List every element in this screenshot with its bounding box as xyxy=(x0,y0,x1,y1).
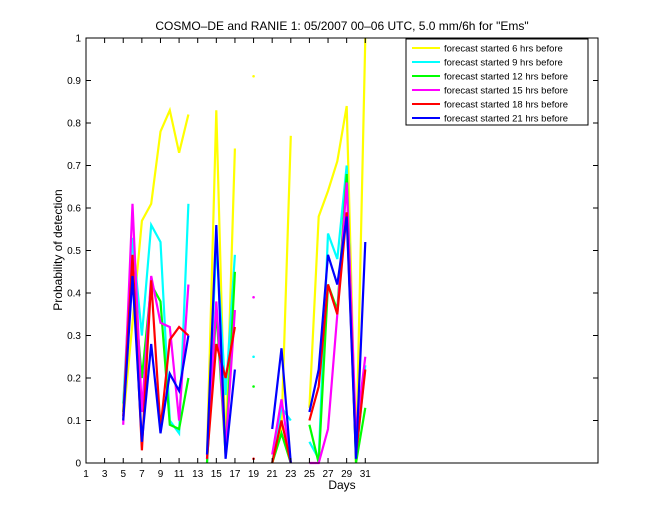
x-tick-label: 1 xyxy=(83,469,89,480)
legend-label-3: forecast started 12 hrs before xyxy=(444,72,568,83)
legend: forecast started 6 hrs before forecast st… xyxy=(405,38,589,126)
y-tick-label: 0.4 xyxy=(67,289,81,300)
series-1-point-3 xyxy=(252,74,255,78)
series-1-segment-2 xyxy=(205,110,236,455)
x-tick-label: 29 xyxy=(341,469,353,480)
x-tick-label: 21 xyxy=(267,469,279,480)
series-6 xyxy=(122,216,367,464)
series-3-point-3 xyxy=(252,385,255,388)
legend-box xyxy=(405,38,589,126)
series-4-segment-1 xyxy=(122,203,190,425)
x-tick-label: 7 xyxy=(139,469,145,480)
y-tick-label: 0.5 xyxy=(67,246,81,257)
series-6-segment-3 xyxy=(271,348,292,464)
legend-label-2: forecast started 9 hrs before xyxy=(444,58,563,69)
x-tick-label: 11 xyxy=(174,469,185,480)
x-tick-label: 23 xyxy=(285,469,297,480)
axes-layer: 00.10.20.30.40.50.60.70.80.911 3 5 7 9 11 13 15… xyxy=(67,34,598,480)
x-tick-label: 19 xyxy=(248,469,260,480)
series-4-segment-2 xyxy=(205,301,236,459)
x-tick-label: 9 xyxy=(158,469,164,480)
series-4-point-3 xyxy=(252,295,255,299)
y-axis-label: Probability of detection xyxy=(51,189,65,310)
x-tick-label: 27 xyxy=(322,469,334,480)
series-5-segment-4 xyxy=(271,420,292,464)
legend-label-6: forecast started 21 hrs before xyxy=(444,114,568,125)
x-axis-label: Days xyxy=(328,478,355,492)
legend-label-1: forecast started 6 hrs before xyxy=(444,44,563,55)
series-4-segment-4 xyxy=(271,399,292,464)
y-tick-label: 0 xyxy=(75,459,81,470)
y-tick-label: 0.7 xyxy=(67,161,81,172)
x-tick-label: 13 xyxy=(192,469,204,480)
chart-title: COSMO–DE and RANIE 1: 05/2007 00–06 UTC,… xyxy=(155,19,528,33)
x-tick-label: 17 xyxy=(229,469,241,480)
legend-label-4: forecast started 15 hrs before xyxy=(444,86,568,97)
y-tick-label: 0.1 xyxy=(67,416,81,427)
legend-label-5: forecast started 18 hrs before xyxy=(444,100,568,111)
y-tick-label: 1 xyxy=(75,34,81,45)
series-6-segment-4 xyxy=(308,216,367,459)
y-tick-label: 0.6 xyxy=(67,204,81,215)
y-tick-label: 0.2 xyxy=(67,374,81,385)
series-6-segment-1 xyxy=(122,275,190,442)
y-tick-label: 0.3 xyxy=(67,331,81,342)
x-tick-label: 3 xyxy=(102,469,108,480)
series-6-segment-2 xyxy=(205,224,236,459)
series-layer xyxy=(122,37,367,465)
y-tick-label: 0.9 xyxy=(67,76,81,87)
x-tick-label: 31 xyxy=(360,469,372,480)
x-tick-label: 15 xyxy=(211,469,223,480)
series-2-point-3 xyxy=(252,355,255,359)
x-tick-label: 5 xyxy=(120,469,126,480)
x-tick-label: 25 xyxy=(304,469,316,480)
y-tick-label: 0.8 xyxy=(67,119,81,130)
